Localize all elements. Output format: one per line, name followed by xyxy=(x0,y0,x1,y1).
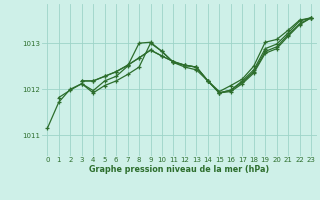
X-axis label: Graphe pression niveau de la mer (hPa): Graphe pression niveau de la mer (hPa) xyxy=(89,165,269,174)
